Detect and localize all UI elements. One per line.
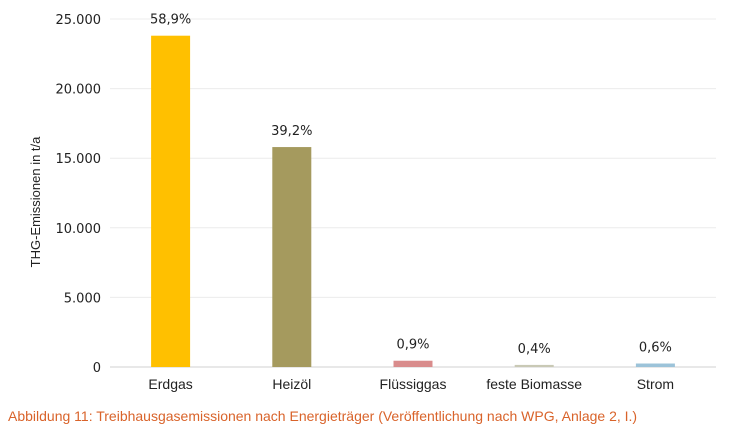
x-tick-label: Heizöl	[272, 376, 311, 392]
gridlines	[110, 18, 716, 368]
y-axis-label: THG-Emissionen in t/a	[28, 136, 43, 268]
bar-chart: 0 5.000 10.000 15.000 20.000 25.000 58,9% 39,2…	[28, 13, 716, 392]
data-label: 0,6%	[639, 341, 672, 356]
data-label: 0,4%	[518, 342, 551, 357]
bars	[151, 35, 675, 367]
x-tick-label: feste Biomasse	[486, 376, 582, 392]
y-tick-label: 0	[93, 361, 101, 376]
x-axis-ticks: Erdgas Heizöl Flüssiggas feste Biomasse Stro…	[148, 376, 674, 392]
data-label: 39,2%	[271, 124, 312, 139]
data-labels: 58,9% 39,2% 0,9% 0,4% 0,6%	[150, 13, 672, 357]
bar	[151, 35, 191, 367]
y-tick-label: 20.000	[56, 83, 102, 98]
bar	[635, 363, 675, 367]
bar	[514, 364, 554, 367]
figure-caption: Abbildung 11: Treibhausgasemissionen nac…	[8, 408, 638, 424]
x-tick-label: Flüssiggas	[380, 376, 447, 392]
y-tick-label: 25.000	[56, 13, 102, 28]
y-tick-label: 5.000	[64, 291, 101, 306]
y-tick-label: 15.000	[56, 152, 102, 167]
x-tick-label: Erdgas	[148, 376, 192, 392]
bar	[393, 360, 433, 367]
y-tick-label: 10.000	[56, 222, 102, 237]
x-tick-label: Strom	[637, 376, 674, 392]
bar	[272, 147, 312, 367]
y-axis-ticks: 0 5.000 10.000 15.000 20.000 25.000	[56, 13, 102, 376]
data-label: 0,9%	[396, 338, 429, 353]
data-label: 58,9%	[150, 13, 191, 28]
